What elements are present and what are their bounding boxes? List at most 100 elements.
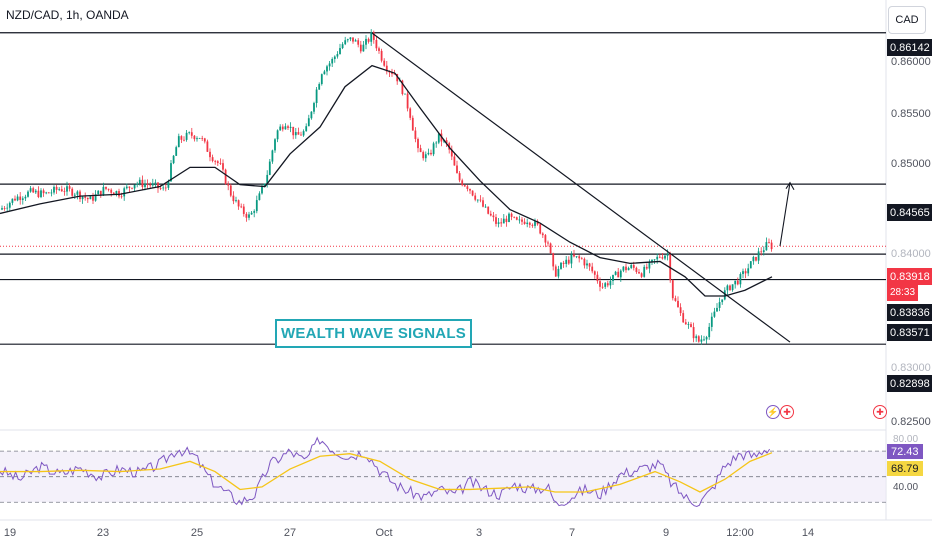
candle-body xyxy=(27,191,29,197)
candle-body xyxy=(664,255,666,259)
candle-body xyxy=(435,142,438,144)
candle-body xyxy=(237,200,240,207)
candle-body xyxy=(294,132,297,136)
candle-body xyxy=(40,190,42,198)
candle-body xyxy=(625,266,627,271)
candle-body xyxy=(193,135,196,140)
rsi-ma-badge: 68.79 xyxy=(887,461,923,476)
candle-body xyxy=(354,40,357,42)
candle-body xyxy=(658,256,661,258)
candle-body xyxy=(461,180,464,186)
candle-body xyxy=(463,185,466,187)
candle-body xyxy=(414,130,417,139)
candle-body xyxy=(120,196,123,198)
countdown-badge: 28:33 xyxy=(887,284,919,301)
price-tick: 0.86000 xyxy=(891,56,931,68)
candle-body xyxy=(21,198,24,200)
candle-body xyxy=(76,191,79,195)
candle-body xyxy=(762,250,765,252)
candle-body xyxy=(170,163,172,182)
candle-body xyxy=(318,84,321,90)
candle-body xyxy=(6,207,9,209)
candle-body xyxy=(456,165,458,174)
time-tick: 12:00 xyxy=(726,527,754,539)
candle-body xyxy=(73,194,76,196)
candle-body xyxy=(281,126,284,130)
candle-body xyxy=(53,186,55,193)
canada-flag-icon[interactable]: ✚ xyxy=(873,405,887,419)
candle-body xyxy=(497,222,500,224)
candle-body xyxy=(729,285,731,291)
candle-body xyxy=(326,66,328,72)
level-badge: 0.83571 xyxy=(887,324,932,341)
candle-body xyxy=(263,183,266,186)
candle-body xyxy=(19,196,22,200)
candle-body xyxy=(359,44,362,52)
candle-body xyxy=(482,200,484,207)
candle-body xyxy=(547,242,549,244)
candle-body xyxy=(596,274,599,282)
last-price-badge: 0.83918 xyxy=(887,268,932,285)
candle-body xyxy=(3,208,6,209)
candle-body xyxy=(261,185,263,194)
candle-body xyxy=(229,185,232,196)
symbol-title[interactable]: NZD/CAD, 1h, OANDA xyxy=(6,8,129,22)
rsi-tick: 80.00 xyxy=(893,434,919,445)
candle-body xyxy=(749,261,752,269)
candle-body xyxy=(349,37,352,40)
candle-body xyxy=(515,217,518,220)
candle-body xyxy=(97,190,100,195)
candle-body xyxy=(42,190,45,194)
candle-body xyxy=(284,126,287,130)
candle-body xyxy=(188,132,191,134)
candle-body xyxy=(422,152,425,159)
candle-body xyxy=(136,183,139,185)
candle-body xyxy=(378,48,380,51)
candle-body xyxy=(16,196,19,201)
candle-body xyxy=(268,161,271,175)
candle-body xyxy=(232,195,235,202)
candle-body xyxy=(175,147,178,156)
candle-body xyxy=(619,270,622,278)
candle-body xyxy=(339,48,341,55)
level-badge: 0.83836 xyxy=(887,304,932,321)
candle-body xyxy=(227,184,230,186)
candle-body xyxy=(502,218,505,224)
candle-body xyxy=(50,192,53,194)
price-tick: 0.85000 xyxy=(891,158,931,170)
candle-body xyxy=(567,259,570,264)
candle-body xyxy=(703,339,705,341)
candle-body xyxy=(432,143,435,155)
time-tick: 7 xyxy=(568,527,576,539)
candle-body xyxy=(411,117,414,131)
level-badge: 0.84565 xyxy=(887,204,932,221)
candle-body xyxy=(375,39,378,49)
candle-body xyxy=(487,206,490,214)
candle-body xyxy=(300,134,302,136)
candle-body xyxy=(695,336,698,339)
candle-body xyxy=(424,154,427,159)
candle-body xyxy=(266,174,269,184)
canada-flag-icon[interactable]: ✚ xyxy=(780,405,794,419)
candle-body xyxy=(138,179,141,184)
candle-body xyxy=(648,261,651,269)
lightning-icon[interactable]: ⚡ xyxy=(766,405,780,419)
candle-body xyxy=(705,337,708,340)
currency-button[interactable]: CAD xyxy=(888,6,926,34)
candle-body xyxy=(476,199,479,201)
candle-body xyxy=(528,222,531,225)
candle-body xyxy=(242,206,245,214)
candle-body xyxy=(162,187,165,189)
candle-body xyxy=(297,132,300,135)
level-badge: 0.86142 xyxy=(887,39,932,56)
candle-body xyxy=(105,186,107,189)
candle-body xyxy=(656,256,659,260)
candle-body xyxy=(276,130,279,140)
candle-body xyxy=(755,256,757,261)
candle-body xyxy=(458,173,461,181)
candle-body xyxy=(661,257,664,259)
candle-body xyxy=(222,163,224,170)
projection-arrow xyxy=(779,182,791,247)
candle-body xyxy=(575,256,578,258)
